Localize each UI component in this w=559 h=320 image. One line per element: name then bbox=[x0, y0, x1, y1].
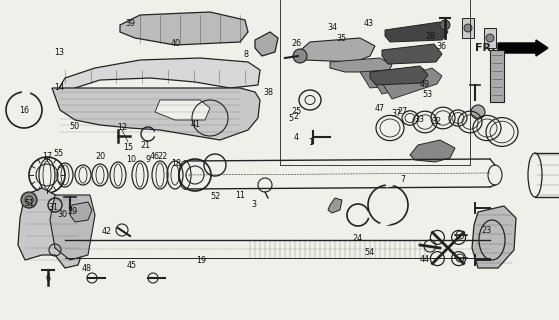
Text: 52: 52 bbox=[210, 192, 220, 201]
Circle shape bbox=[293, 49, 307, 63]
Text: 55: 55 bbox=[54, 149, 64, 158]
Text: 1: 1 bbox=[308, 138, 312, 147]
Polygon shape bbox=[360, 68, 420, 88]
Text: FR.: FR. bbox=[475, 43, 495, 53]
Text: 14: 14 bbox=[54, 84, 64, 92]
Text: 10: 10 bbox=[126, 156, 136, 164]
Circle shape bbox=[471, 105, 485, 119]
Text: 8: 8 bbox=[244, 50, 248, 59]
Text: 49: 49 bbox=[420, 80, 430, 89]
Text: 41: 41 bbox=[191, 120, 201, 129]
Bar bbox=[462, 18, 474, 38]
Text: 42: 42 bbox=[101, 228, 111, 236]
Polygon shape bbox=[70, 202, 92, 222]
Text: 11: 11 bbox=[235, 191, 245, 200]
Text: 32: 32 bbox=[431, 117, 441, 126]
Text: 4: 4 bbox=[294, 133, 299, 142]
Text: 7: 7 bbox=[400, 175, 405, 184]
Text: 31: 31 bbox=[48, 204, 58, 212]
Polygon shape bbox=[472, 206, 516, 268]
Text: 54: 54 bbox=[364, 248, 374, 257]
Text: 27: 27 bbox=[397, 108, 408, 116]
Polygon shape bbox=[372, 68, 432, 94]
Polygon shape bbox=[155, 100, 210, 120]
Text: 26: 26 bbox=[291, 39, 301, 48]
Text: 25: 25 bbox=[291, 108, 301, 116]
Text: 29: 29 bbox=[68, 207, 78, 216]
Text: 22: 22 bbox=[157, 152, 167, 161]
Text: 47: 47 bbox=[375, 104, 385, 113]
Polygon shape bbox=[120, 12, 248, 45]
Text: 51: 51 bbox=[24, 199, 34, 208]
Text: 17: 17 bbox=[42, 152, 53, 161]
Text: 16: 16 bbox=[19, 106, 29, 115]
Text: 50: 50 bbox=[69, 122, 79, 131]
Text: 5: 5 bbox=[288, 114, 293, 123]
Polygon shape bbox=[370, 66, 428, 85]
Polygon shape bbox=[52, 88, 260, 140]
Polygon shape bbox=[295, 38, 375, 62]
Bar bbox=[490, 50, 504, 102]
Text: 9: 9 bbox=[145, 156, 151, 164]
Text: 19: 19 bbox=[196, 256, 206, 265]
Text: 39: 39 bbox=[125, 20, 135, 28]
Text: 15: 15 bbox=[124, 143, 134, 152]
Text: 28: 28 bbox=[425, 32, 435, 41]
Polygon shape bbox=[382, 44, 442, 64]
Text: 34: 34 bbox=[328, 23, 338, 32]
Text: 20: 20 bbox=[96, 152, 106, 161]
Polygon shape bbox=[410, 140, 455, 162]
Text: 6: 6 bbox=[45, 274, 50, 283]
Text: 46: 46 bbox=[149, 152, 159, 161]
Text: 18: 18 bbox=[171, 159, 181, 168]
FancyArrow shape bbox=[498, 40, 548, 56]
Circle shape bbox=[440, 20, 450, 30]
Circle shape bbox=[464, 24, 472, 32]
Text: 53: 53 bbox=[423, 90, 433, 99]
Text: 2: 2 bbox=[293, 112, 299, 121]
Text: 30: 30 bbox=[58, 210, 68, 219]
Text: 45: 45 bbox=[126, 261, 136, 270]
Text: 48: 48 bbox=[82, 264, 92, 273]
Text: 3: 3 bbox=[252, 200, 257, 209]
Text: 13: 13 bbox=[54, 48, 64, 57]
Polygon shape bbox=[18, 188, 85, 268]
Text: 38: 38 bbox=[263, 88, 273, 97]
Text: 40: 40 bbox=[171, 39, 181, 48]
Text: 24: 24 bbox=[353, 234, 363, 243]
Text: 12: 12 bbox=[117, 124, 127, 132]
Text: 23: 23 bbox=[481, 226, 491, 235]
Polygon shape bbox=[55, 58, 260, 95]
Polygon shape bbox=[50, 195, 95, 260]
Text: 36: 36 bbox=[437, 42, 447, 51]
Text: 37: 37 bbox=[392, 109, 402, 118]
Text: 33: 33 bbox=[414, 116, 424, 124]
Text: 35: 35 bbox=[336, 34, 346, 43]
Text: 43: 43 bbox=[364, 20, 374, 28]
Polygon shape bbox=[382, 68, 442, 99]
Text: 21: 21 bbox=[140, 141, 150, 150]
Polygon shape bbox=[255, 32, 278, 56]
Circle shape bbox=[486, 34, 494, 42]
Circle shape bbox=[21, 192, 37, 208]
Polygon shape bbox=[385, 22, 448, 42]
Polygon shape bbox=[330, 58, 392, 72]
Text: 44: 44 bbox=[420, 255, 430, 264]
Polygon shape bbox=[328, 198, 342, 213]
Bar bbox=[484, 28, 496, 48]
